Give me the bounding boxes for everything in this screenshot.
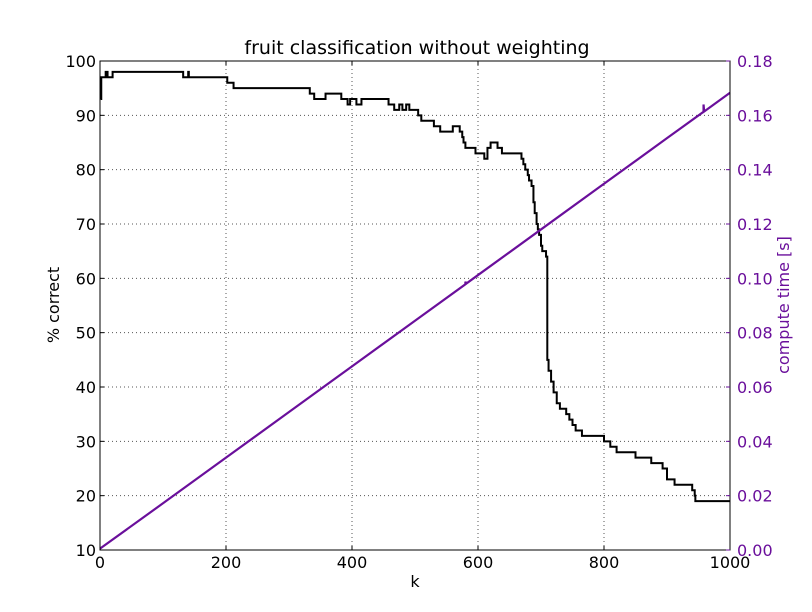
x-tick-label: 800 (589, 553, 620, 572)
y-right-tick-label: 0.18 (737, 52, 773, 71)
y-left-tick-label: 100 (65, 52, 96, 71)
y-left-tick-label: 50 (76, 324, 96, 343)
x-tick-label: 400 (337, 553, 368, 572)
x-tick-label: 200 (211, 553, 242, 572)
y-right-tick-label: 0.12 (737, 215, 773, 234)
y-left-tick-label: 70 (76, 215, 96, 234)
grid-lines (100, 61, 730, 550)
y-right-tick-label: 0.00 (737, 541, 773, 560)
y-right-tick-label: 0.04 (737, 432, 773, 451)
x-tick-label: 600 (463, 553, 494, 572)
x-axis-label: k (410, 572, 420, 591)
x-tick-label: 1000 (710, 553, 751, 572)
y-left-tick-label: 90 (76, 106, 96, 125)
x-tick-label: 0 (95, 553, 105, 572)
y-right-tick-label: 0.06 (737, 378, 773, 397)
y-left-tick-label: 40 (76, 378, 96, 397)
y-right-tick-label: 0.16 (737, 106, 773, 125)
accuracy-line (100, 70, 730, 503)
y-left-tick-label: 80 (76, 161, 96, 180)
y-right-tick-label: 0.10 (737, 269, 773, 288)
y-right-tick-label: 0.08 (737, 324, 773, 343)
chart-title: fruit classification without weighting (244, 37, 589, 59)
compute-time-line (99, 91, 731, 550)
plot-frame (99, 60, 731, 551)
y-axis-left-label: % correct (44, 267, 63, 343)
y-axis-right-label: compute time [s] (774, 236, 793, 374)
ticks: 0 200 400 600 800 1000 10 20 30 40 50 60 70 80 90 100 0.… (65, 52, 772, 572)
y-left-tick-label: 30 (76, 432, 96, 451)
y-right-tick-label: 0.02 (737, 487, 773, 506)
y-left-tick-label: 60 (76, 269, 96, 288)
series-layer (99, 70, 731, 550)
y-right-tick-label: 0.14 (737, 161, 773, 180)
y-left-tick-label: 20 (76, 487, 96, 506)
y-left-tick-label: 10 (76, 541, 96, 560)
